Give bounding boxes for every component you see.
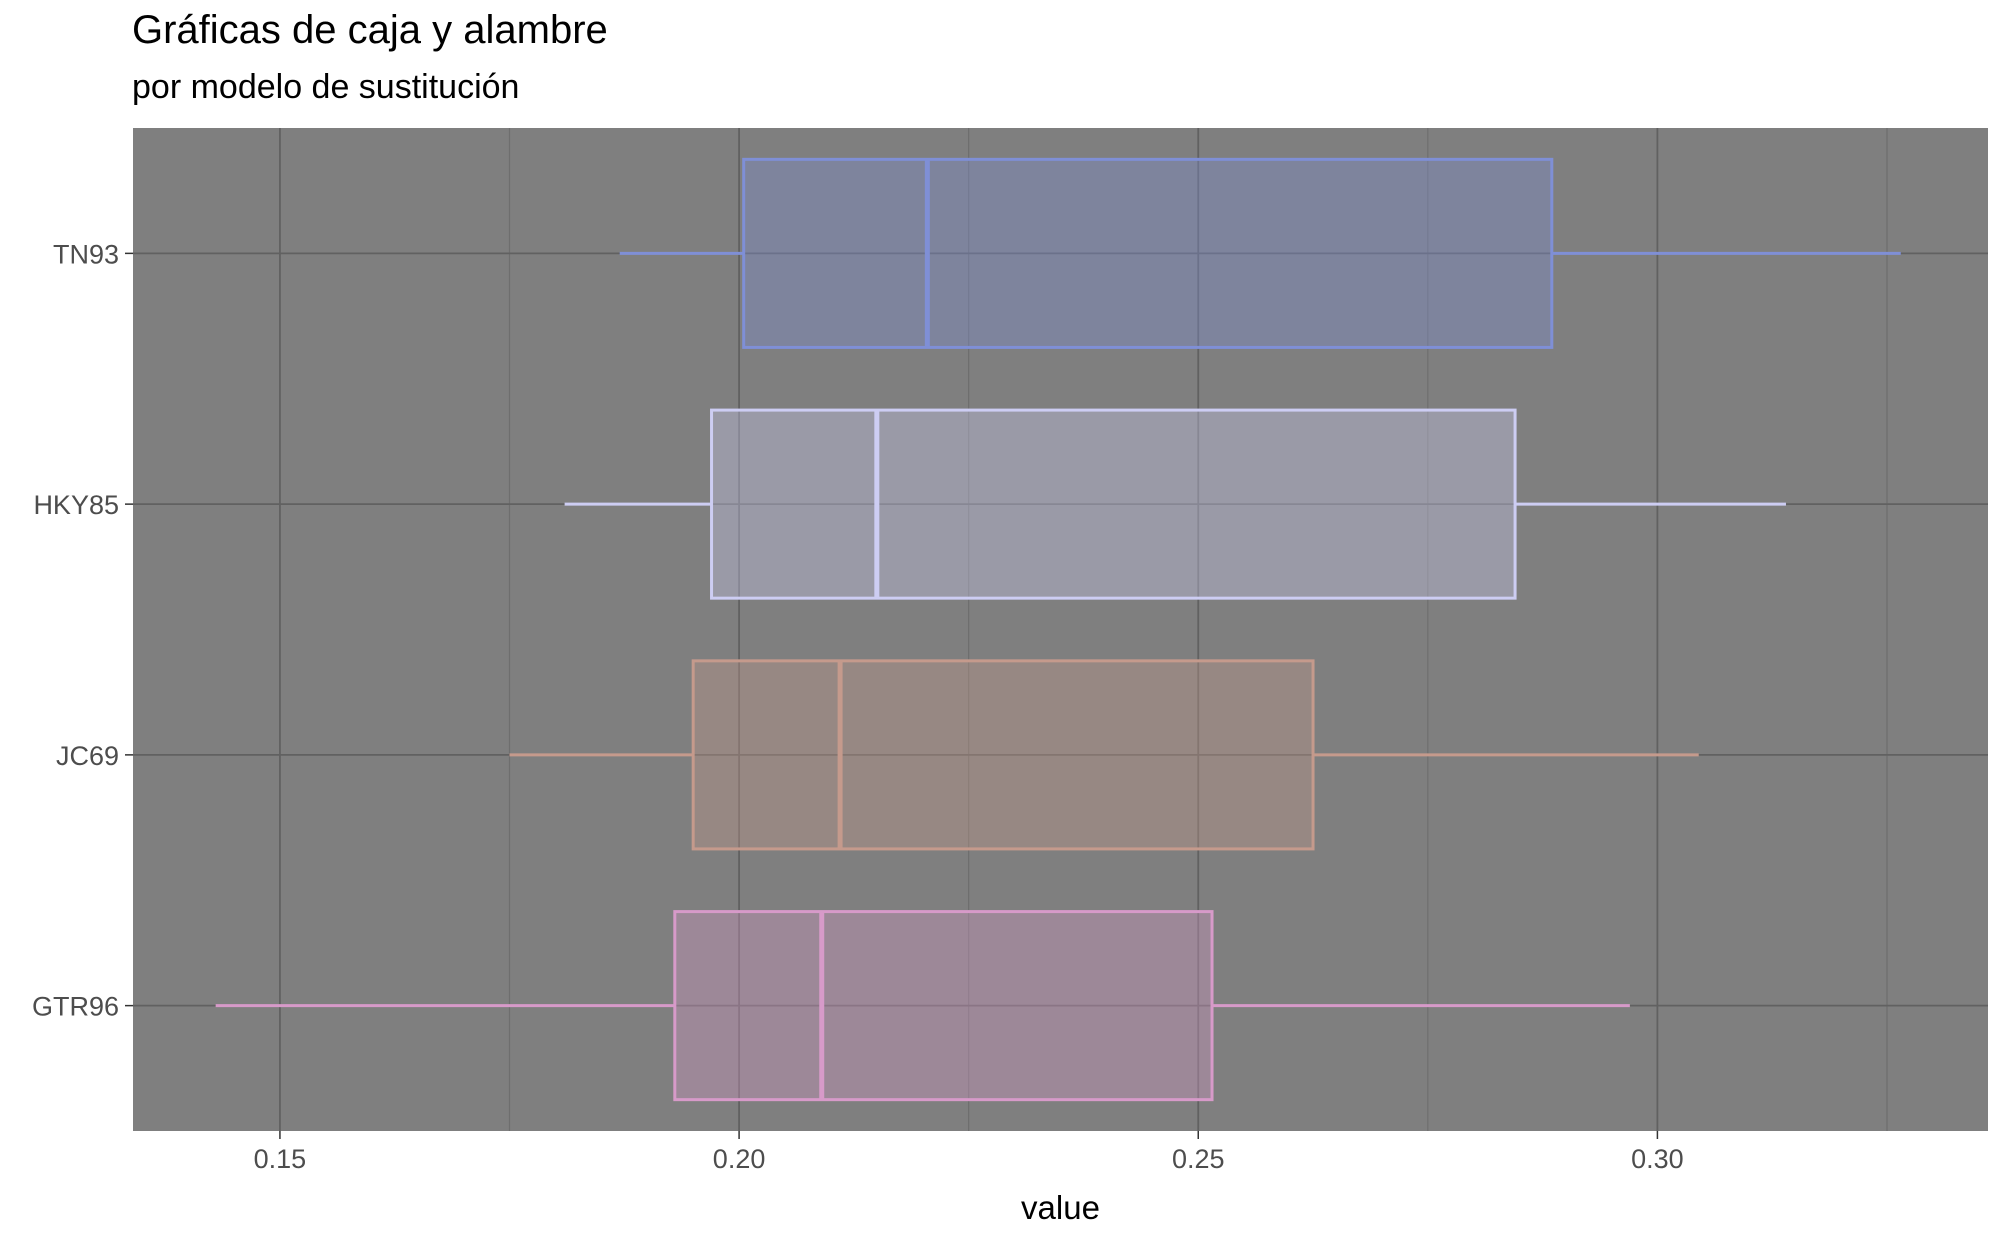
x-tick-label: 0.15 (254, 1144, 307, 1174)
x-axis: 0.15 0.20 0.25 0.30 (254, 1131, 1684, 1174)
x-axis-title: value (1021, 1189, 1100, 1226)
chart-subtitle: por modelo de sustitución (132, 68, 520, 106)
y-tick-label: GTR96 (32, 992, 119, 1022)
x-tick-label: 0.25 (1172, 1144, 1225, 1174)
plot-panel (133, 128, 1988, 1131)
x-tick-label: 0.30 (1631, 1144, 1684, 1174)
y-axis: TN93 HKY85 JC69 GTR96 (32, 239, 133, 1022)
box-jc69 (509, 659, 1699, 851)
y-tick-label: HKY85 (33, 490, 119, 520)
iqr-box (691, 659, 1315, 851)
iqr-box (673, 910, 1214, 1102)
box-series (215, 157, 1901, 1102)
x-tick-label: 0.20 (713, 1144, 766, 1174)
box-hky85 (564, 408, 1786, 600)
y-tick-label: JC69 (56, 741, 119, 771)
iqr-box (742, 157, 1554, 349)
iqr-box (710, 408, 1517, 600)
chart-title: Gráficas de caja y alambre (132, 8, 608, 52)
box-tn93 (619, 157, 1901, 349)
box-gtr96 (215, 910, 1630, 1102)
y-tick-label: TN93 (53, 239, 119, 269)
